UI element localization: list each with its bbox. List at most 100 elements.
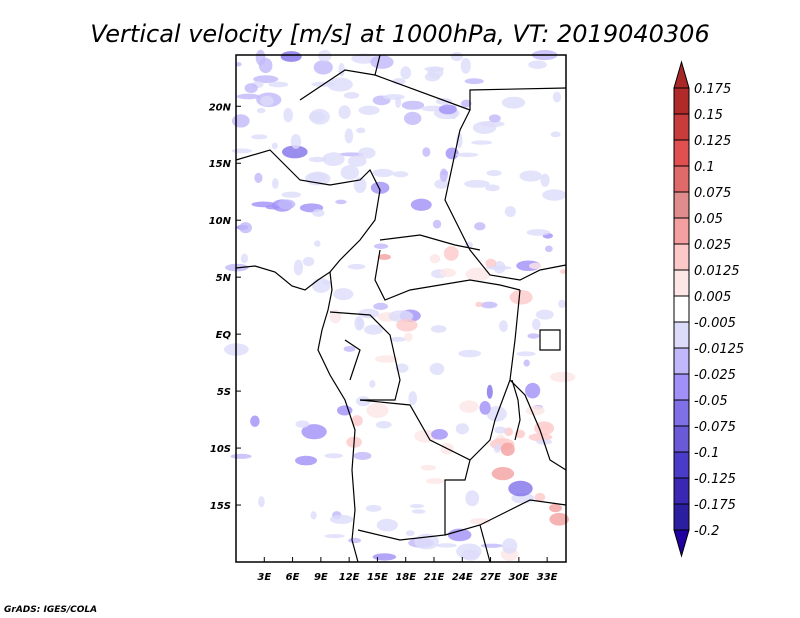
field-patch — [251, 201, 276, 208]
field-patch — [251, 134, 268, 140]
field-patch — [280, 51, 302, 62]
field-patch — [465, 490, 480, 507]
field-patch — [479, 401, 491, 415]
field-patch — [236, 93, 260, 100]
colorbar-label: -0.075 — [694, 420, 736, 435]
field-patch — [464, 78, 484, 85]
country-borders — [235, 54, 567, 563]
field-patch — [281, 145, 308, 159]
field-patch — [395, 363, 409, 373]
field-patch — [329, 514, 354, 524]
field-patch — [333, 288, 354, 301]
field-patch — [447, 528, 472, 542]
field-patch — [400, 66, 412, 80]
field-patch — [230, 453, 252, 459]
field-patch — [256, 107, 266, 114]
field-patch — [343, 91, 360, 99]
field-patch — [336, 405, 353, 416]
field-patch — [240, 253, 248, 264]
lon-tick-label: 3E — [257, 572, 271, 583]
field-patch — [486, 384, 493, 399]
field-patch — [508, 480, 533, 497]
field-patch — [281, 191, 302, 198]
field-patch — [559, 269, 567, 274]
field-patch — [293, 259, 304, 276]
field-patch — [295, 455, 318, 466]
field-patch — [244, 83, 258, 94]
field-patch — [455, 423, 469, 435]
lat-tick-label: EQ — [216, 330, 232, 341]
field-patch — [366, 402, 389, 418]
field-patch — [427, 66, 444, 79]
field-patch — [356, 127, 366, 134]
field-patch — [314, 240, 321, 247]
plot-frame — [235, 54, 567, 563]
lat-tick-label: 15S — [210, 501, 231, 512]
lat-tick-label: 10N — [209, 216, 232, 227]
field-patch — [485, 258, 497, 269]
field-patch — [431, 429, 448, 440]
field-patch — [351, 415, 363, 427]
field-patch — [435, 97, 453, 105]
colorbar-label: 0.0125 — [694, 264, 740, 279]
colorbar-label: 0.075 — [694, 186, 731, 201]
field-patch — [474, 222, 486, 231]
colorbar-label: -0.175 — [694, 498, 736, 513]
field-patch — [347, 155, 367, 167]
colorbar-box — [673, 139, 690, 167]
field-patch — [372, 168, 394, 178]
field-patch — [439, 168, 448, 182]
field-patch — [258, 496, 265, 508]
colorbar-box — [673, 373, 690, 401]
field-patch — [534, 492, 546, 502]
field-patch — [529, 262, 542, 270]
field-patch — [461, 549, 480, 561]
field-patch — [480, 301, 498, 309]
field-patch — [322, 152, 345, 167]
field-patch — [425, 478, 445, 484]
field-patch — [438, 104, 457, 115]
colorbar-box — [673, 217, 690, 245]
field-patch — [504, 427, 514, 437]
lon-tick-label: 21E — [424, 572, 445, 583]
field-patch — [277, 199, 296, 210]
field-patch — [475, 301, 483, 308]
field-patch — [429, 253, 441, 264]
field-patch — [445, 147, 459, 160]
field-patch — [311, 277, 331, 293]
field-patch — [532, 318, 541, 331]
field-patch — [480, 543, 503, 548]
lon-tick-label: 30E — [508, 572, 529, 583]
field-patch — [443, 246, 459, 261]
field-patch — [338, 105, 351, 120]
credit-text: GrADS: IGES/COLA — [4, 605, 97, 615]
field-patch — [377, 254, 391, 260]
field-patch — [456, 132, 463, 149]
field-patch — [525, 382, 541, 399]
colorbar-box — [673, 347, 690, 375]
lon-tick-label: 24E — [452, 572, 473, 583]
colorbar-box — [673, 451, 690, 479]
lon-tick-label: 27E — [480, 572, 501, 583]
colorbar-label: 0.15 — [694, 108, 723, 123]
field-patch — [283, 107, 294, 123]
field-patch — [458, 349, 482, 358]
colorbar-box — [673, 243, 690, 271]
field-patch — [523, 359, 530, 367]
border — [444, 499, 567, 563]
field-patch — [340, 165, 360, 180]
field-patch — [450, 51, 463, 62]
field-patch — [408, 391, 418, 405]
lat-tick-label: 20N — [209, 102, 232, 113]
colorbar-label: -0.2 — [694, 524, 719, 539]
lon-tick-label: 9E — [314, 572, 328, 583]
field-patch — [271, 142, 278, 150]
field-patch — [526, 229, 550, 236]
lon-tick-label: 33E — [537, 572, 558, 583]
lon-tick-label: 6E — [286, 572, 300, 583]
field-patch — [485, 265, 512, 271]
field-patch — [302, 256, 315, 267]
border — [329, 311, 401, 401]
colorbar-box — [673, 503, 690, 531]
